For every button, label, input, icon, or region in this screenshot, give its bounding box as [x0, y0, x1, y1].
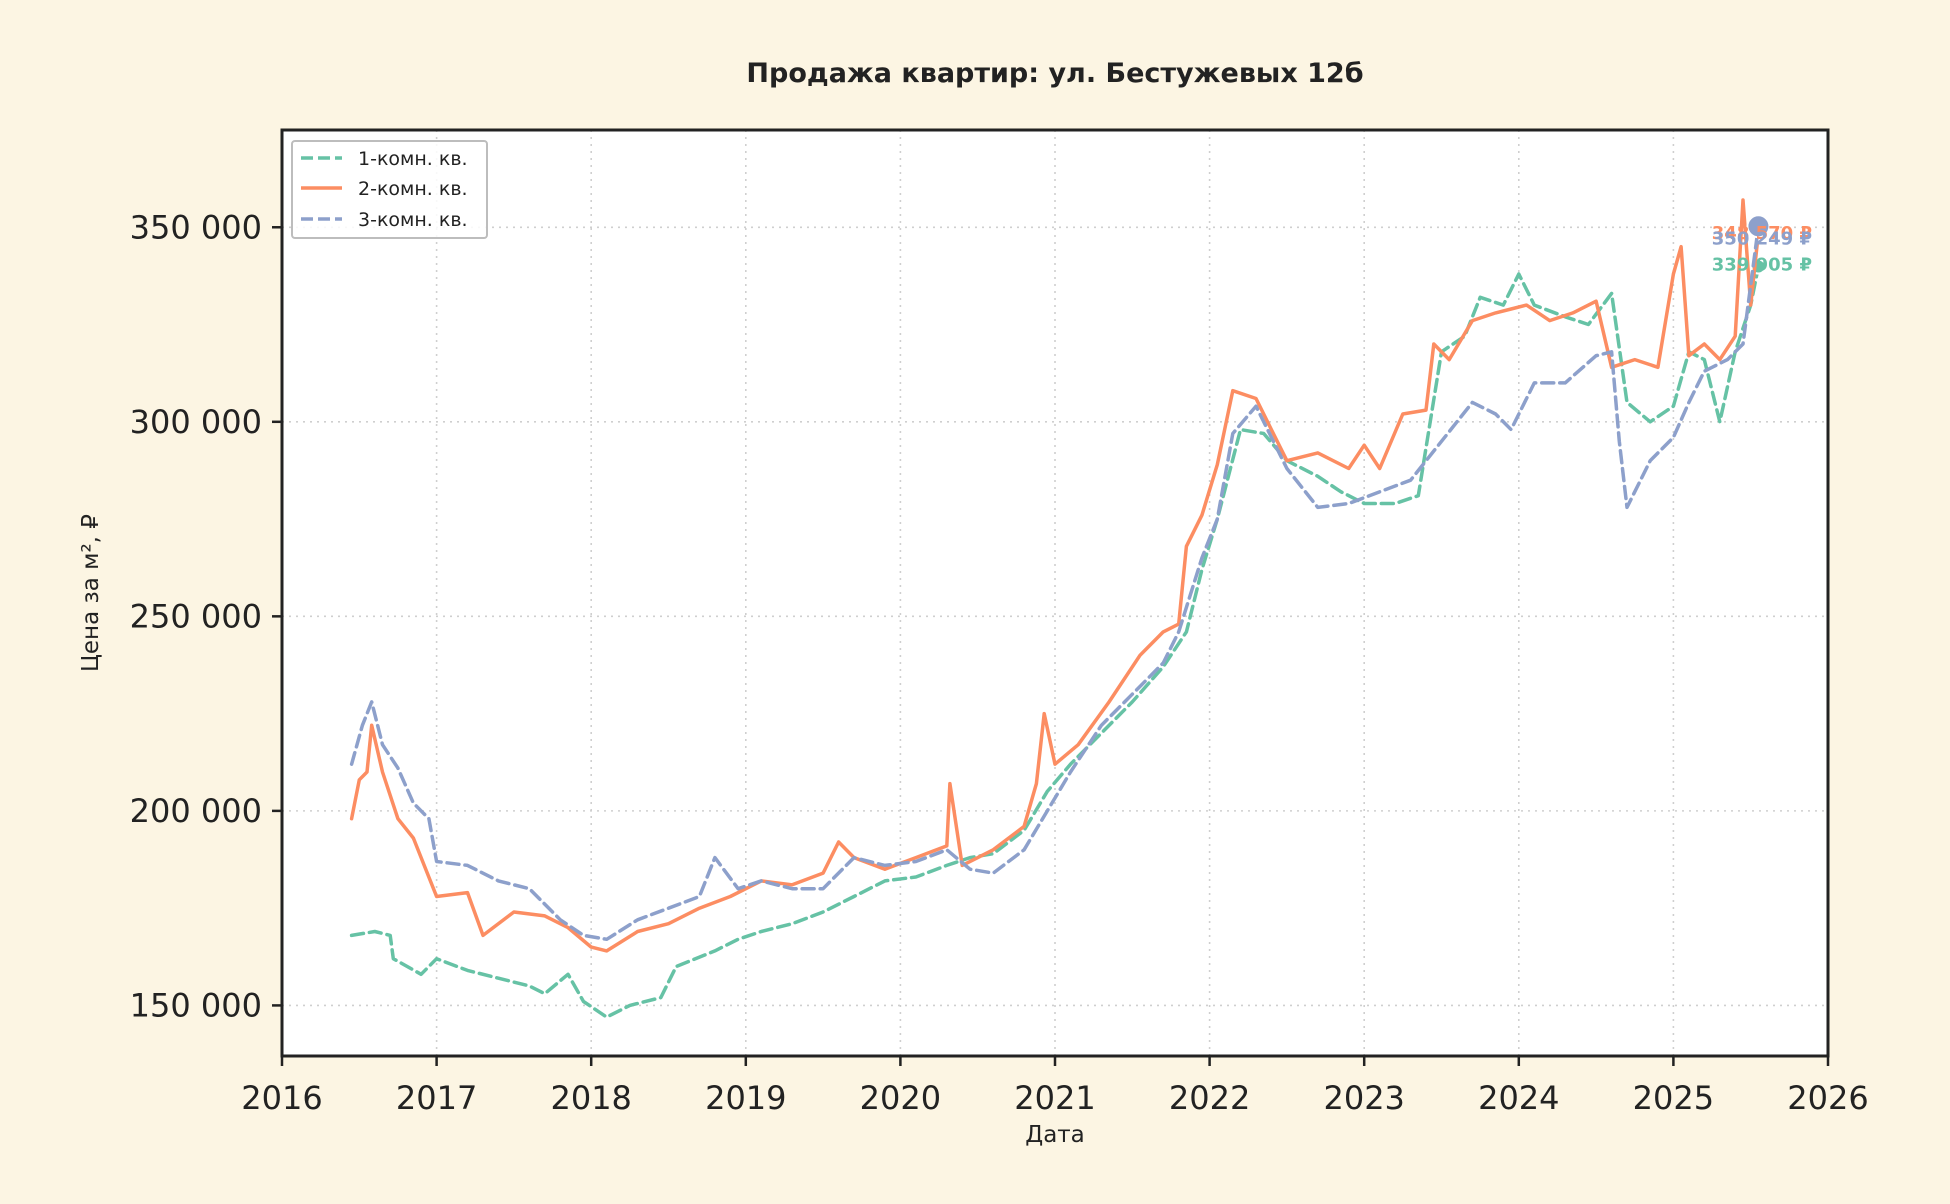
legend: 1-комн. кв. 2-комн. кв. 3-комн. кв. — [291, 140, 488, 239]
x-tick-label: 2026 — [1787, 1079, 1868, 1117]
chart-title: Продажа квартир: ул. Бестужевых 12б — [746, 58, 1363, 89]
legend-label-2k: 2-комн. кв. — [358, 178, 468, 200]
y-tick-label: 150 000 — [130, 986, 262, 1024]
x-tick-label: 2019 — [705, 1079, 786, 1117]
x-tick-label: 2024 — [1478, 1079, 1559, 1117]
series-end-label-3k: 350 249 ₽ — [1712, 228, 1812, 249]
y-tick-label: 200 000 — [130, 792, 262, 830]
end-labels: 339 905 ₽ 348 570 ₽350 249 ₽ — [1712, 223, 1812, 276]
legend-box — [291, 140, 488, 239]
x-tick-label: 2022 — [1169, 1079, 1250, 1117]
y-tick-label: 250 000 — [130, 597, 262, 635]
x-tick-label: 2018 — [550, 1079, 631, 1117]
series-end-label-1k: 339 905 ₽ — [1712, 255, 1812, 276]
x-tick-label: 2021 — [1014, 1079, 1095, 1117]
y-axis-title: Цена за м², ₽ — [78, 514, 104, 672]
x-tick-label: 2025 — [1633, 1079, 1714, 1117]
series-layer — [349, 198, 1771, 1019]
series-end-label-2k: 348 570 ₽ — [1712, 223, 1812, 244]
series-line-1k — [349, 264, 1761, 1019]
series-line-2k — [349, 198, 1761, 953]
y-tick-label: 300 000 — [130, 403, 262, 441]
y-axis: 150 000 200 000 250 000 300 000 350 000 — [130, 208, 282, 1024]
legend-label-1k: 1-комн. кв. — [358, 148, 468, 170]
x-axis-title: Дата — [1025, 1122, 1085, 1148]
x-tick-label: 2016 — [241, 1079, 322, 1117]
series-line-3k — [349, 224, 1761, 942]
series-end-marker-3k — [1746, 214, 1771, 239]
x-tick-label: 2020 — [860, 1079, 941, 1117]
x-axis: 2016 2017 2018 2019 2020 2021 2022 2023 2024 2025… — [241, 1056, 1869, 1117]
x-tick-label: 2023 — [1323, 1079, 1404, 1117]
x-tick-label: 2017 — [396, 1079, 477, 1117]
y-tick-label: 350 000 — [130, 208, 262, 246]
legend-label-3k: 3-комн. кв. — [358, 209, 468, 231]
